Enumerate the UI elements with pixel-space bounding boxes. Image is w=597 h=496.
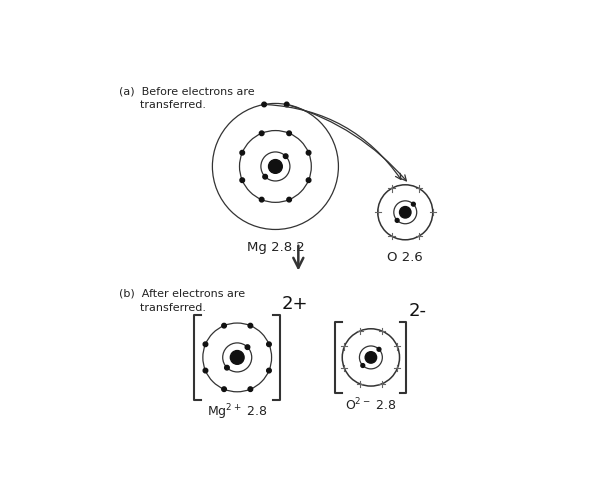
Circle shape (361, 364, 365, 368)
Circle shape (269, 160, 282, 173)
Circle shape (395, 218, 399, 222)
Circle shape (287, 197, 291, 202)
Circle shape (240, 150, 245, 155)
Circle shape (262, 102, 266, 107)
Circle shape (248, 387, 253, 391)
Circle shape (221, 323, 226, 328)
Circle shape (263, 175, 267, 179)
Text: O 2.6: O 2.6 (387, 251, 423, 264)
Text: Mg 2.8.2: Mg 2.8.2 (247, 241, 304, 254)
Circle shape (399, 206, 411, 218)
Circle shape (259, 131, 264, 135)
Circle shape (287, 131, 291, 135)
Circle shape (203, 342, 208, 347)
Circle shape (411, 202, 416, 206)
Circle shape (306, 150, 311, 155)
Circle shape (267, 368, 271, 373)
Text: Mg$^{2+}$ 2.8: Mg$^{2+}$ 2.8 (207, 402, 267, 422)
Text: (b)  After electrons are
      transferred.: (b) After electrons are transferred. (119, 289, 245, 312)
Circle shape (267, 342, 271, 347)
Circle shape (284, 154, 288, 159)
Circle shape (203, 368, 208, 373)
Circle shape (259, 197, 264, 202)
Circle shape (377, 347, 381, 351)
Circle shape (365, 352, 377, 363)
Circle shape (221, 387, 226, 391)
Circle shape (240, 178, 245, 183)
Text: O$^{2-}$ 2.8: O$^{2-}$ 2.8 (345, 397, 396, 413)
Circle shape (230, 351, 244, 364)
Circle shape (306, 178, 311, 183)
Circle shape (224, 366, 229, 370)
Text: 2+: 2+ (282, 295, 309, 313)
Text: (a)  Before electrons are
      transferred.: (a) Before electrons are transferred. (119, 86, 254, 110)
Circle shape (245, 345, 250, 350)
Circle shape (248, 323, 253, 328)
Text: 2-: 2- (408, 302, 426, 320)
Circle shape (284, 102, 289, 107)
